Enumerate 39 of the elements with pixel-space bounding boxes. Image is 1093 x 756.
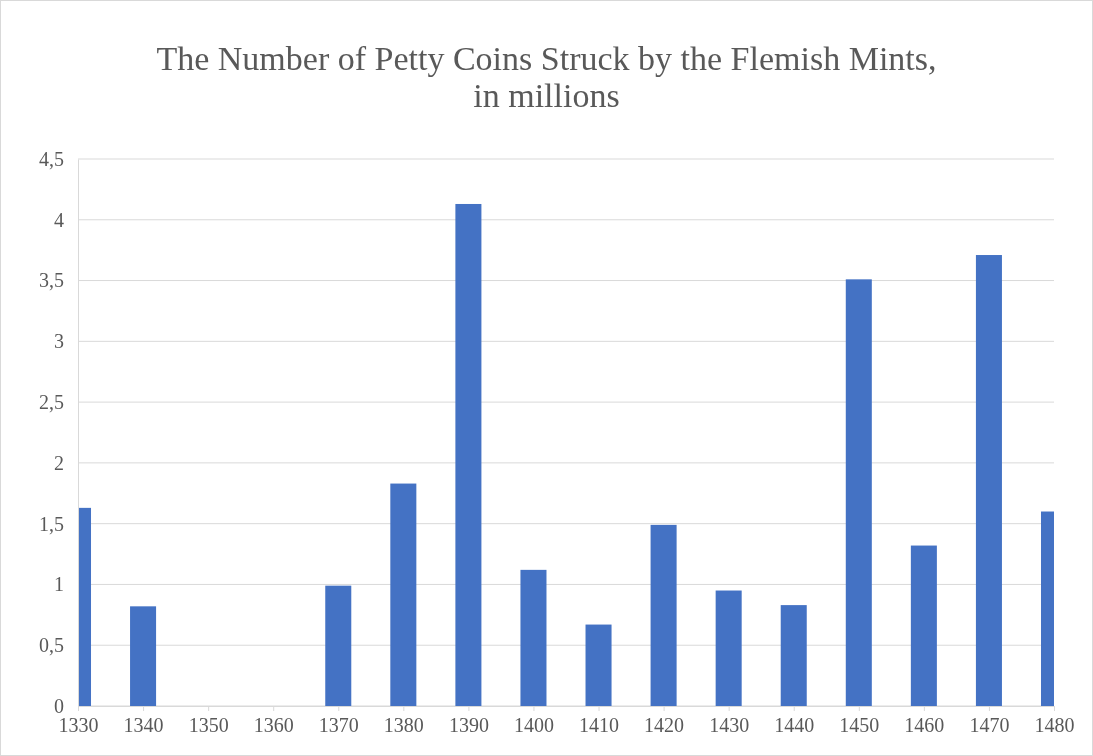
bar — [715, 590, 742, 706]
bar — [325, 585, 352, 706]
bar — [130, 606, 157, 706]
x-tick-label: 1420 — [644, 714, 685, 737]
bar — [455, 203, 482, 706]
x-tick-label: 1470 — [969, 714, 1010, 737]
x-tick-label: 1440 — [774, 714, 815, 737]
x-tick-label: 1400 — [513, 714, 554, 737]
y-tick-label: 4,5 — [39, 147, 64, 170]
chart-title: The Number of Petty Coins Struck by the Flemish Mints, in millions — [156, 40, 937, 114]
bar — [910, 545, 937, 706]
x-tick-label: 1330 — [58, 714, 99, 737]
x-tick-label: 1410 — [579, 714, 620, 737]
x-tick-label: 1350 — [188, 714, 229, 737]
x-tick-label: 1380 — [383, 714, 424, 737]
y-tick-label: 0 — [54, 694, 64, 717]
bar — [520, 569, 547, 706]
x-tick-label: 1430 — [709, 714, 750, 737]
x-tick-label: 1450 — [839, 714, 880, 737]
bar — [585, 624, 612, 706]
bar — [390, 483, 417, 706]
x-tick-label: 1390 — [448, 714, 489, 737]
x-tick-label: 1370 — [318, 714, 359, 737]
x-tick-label: 1340 — [123, 714, 164, 737]
bar — [780, 605, 807, 706]
y-tick-label: 4 — [54, 208, 64, 231]
y-tick-label: 1,5 — [39, 512, 64, 535]
x-tick-label: 1480 — [1034, 714, 1075, 737]
x-tick-label: 1460 — [904, 714, 945, 737]
bar — [845, 279, 872, 706]
bar — [975, 255, 1002, 706]
bar — [650, 524, 677, 706]
y-tick-label: 3,5 — [39, 269, 64, 292]
y-tick-label: 2,5 — [39, 391, 64, 414]
y-tick-label: 2 — [54, 451, 64, 474]
y-tick-label: 1 — [54, 573, 64, 596]
x-tick-label: 1360 — [253, 714, 294, 737]
y-tick-label: 3 — [54, 330, 64, 353]
y-tick-label: 0,5 — [39, 634, 64, 657]
